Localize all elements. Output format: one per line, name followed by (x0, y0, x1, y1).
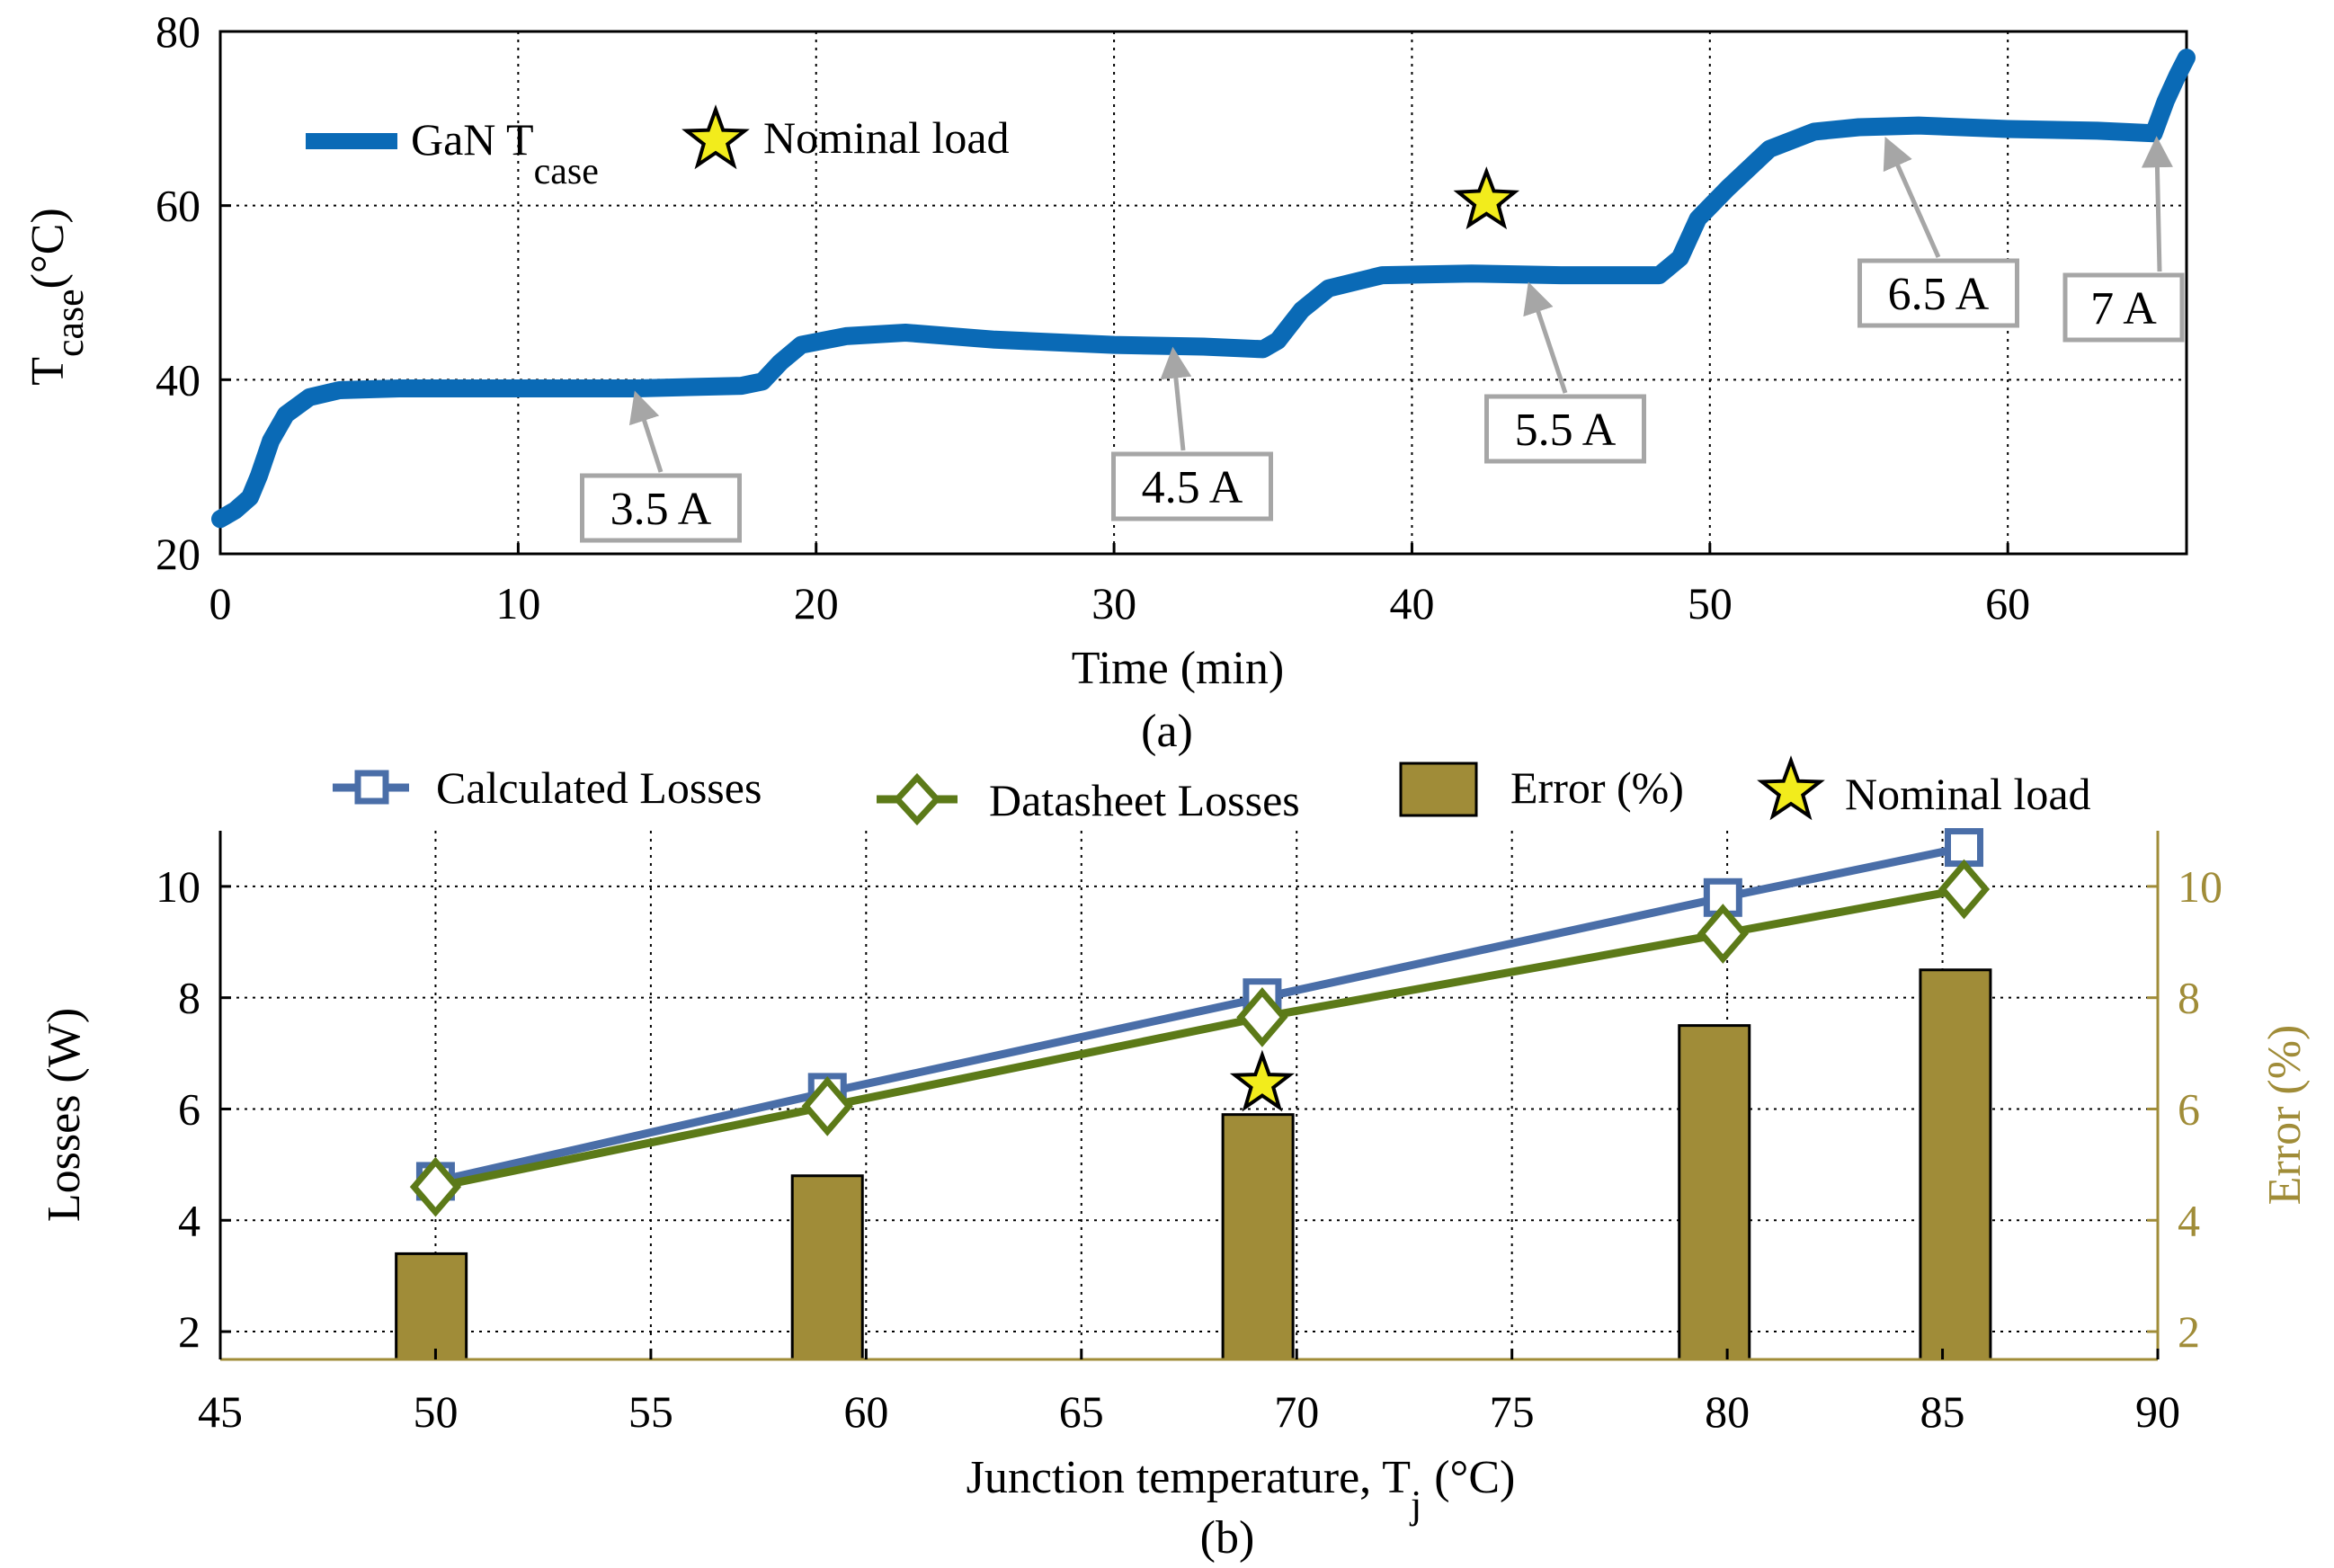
chart-a-legend: GaN Tcase Nominal load (306, 104, 1010, 192)
chart-b-x-tick-label: 70 (1274, 1386, 1319, 1437)
chart-b-x-tick-label: 85 (1920, 1386, 1965, 1437)
chart-a-plot-frame (218, 30, 2188, 556)
legend-nominal-load-label: Nominal load (763, 112, 1010, 163)
error-bar (1221, 1113, 1295, 1361)
callout-label: 4.5 A (1142, 462, 1243, 513)
callout-box (1111, 451, 1273, 521)
legend-calculated-losses-label: Calculated Losses (436, 762, 762, 813)
chart-a-x-tick-label: 40 (1389, 578, 1434, 628)
datasheet-losses-point (1697, 904, 1749, 964)
chart-a-x-tick-label: 30 (1091, 578, 1136, 628)
chart-b-x-tick-label: 55 (628, 1386, 673, 1437)
chart-a-x-axis-label: Time (min) (1072, 643, 1284, 694)
chart-a-y-axis-label: Tcase(°C) (22, 208, 92, 386)
chart-a-y-tick-label: 80 (156, 6, 200, 57)
chart-a-y-tick-label: 60 (156, 181, 200, 231)
callout-arrow (1883, 137, 1941, 259)
legend-nominal-load-star-icon (681, 104, 750, 170)
chart-b-y-axis-label: Losses (W) (39, 1008, 90, 1222)
chart-b-x-tick-label: 60 (843, 1386, 888, 1437)
callout-arrow (628, 390, 664, 473)
callout-label: 5.5 A (1515, 405, 1617, 456)
chart-b-y-ticks: 2 4 6 8 10 (156, 861, 231, 1357)
callout-label: 6.5 A (1888, 269, 1990, 320)
chart-b-x-ticks: 45 50 55 60 65 70 75 80 85 90 (198, 1349, 2180, 1437)
chart-b-x-axis-label: Junction temperature, Tj(°C) (967, 1452, 1516, 1527)
chart-b-x-tick-label: 80 (1705, 1386, 1750, 1437)
legend-nominal-load-star-icon (1757, 755, 1825, 821)
chart-b-y-tick-label: 2 (178, 1306, 200, 1357)
chart-a: 0 10 20 30 40 50 60 20 40 60 80 3.5 A 4.5 A 5.5 A 6.… (22, 6, 2196, 757)
chart-a-x-tick-label: 60 (1985, 578, 2030, 628)
chart-a-y-ticks: 20 40 60 80 (156, 6, 231, 579)
chart-b-y-tick-label: 4 (178, 1195, 200, 1245)
chart-b-right-y-axis-label: Error (%) (2259, 1025, 2311, 1206)
legend-datasheet-losses-diamond-icon (893, 772, 941, 826)
chart-b-x-tick-label: 65 (1059, 1386, 1104, 1437)
callout-box (1484, 394, 1646, 464)
legend-nominal-load-label-b: Nominal load (1845, 769, 2091, 819)
chart-a-x-tick-label: 0 (209, 578, 232, 628)
error-bar (395, 1252, 468, 1361)
error-bar (790, 1174, 864, 1361)
chart-a-x-tick-label: 20 (794, 578, 839, 628)
chart-b-right-y-ticks: 2 4 6 8 10 (2147, 861, 2223, 1357)
callout-box (1857, 258, 2019, 328)
gan-tcase-line (211, 49, 2196, 529)
chart-a-x-tick-label: 50 (1688, 578, 1733, 628)
datasheet-losses-point (801, 1076, 853, 1136)
chart-a-y-tick-label: 40 (156, 354, 200, 405)
chart-a-series (211, 49, 2196, 529)
callout-arrow (1160, 346, 1192, 451)
chart-b-right-y-tick-label: 6 (2178, 1083, 2200, 1134)
chart-b-y-tick-label: 8 (178, 973, 200, 1023)
chart-b-right-y-tick-label: 2 (2178, 1306, 2200, 1357)
callout-box (2062, 272, 2185, 343)
chart-b-caption: (b) (1200, 1512, 1255, 1564)
legend-datasheet-losses-label: Datasheet Losses (989, 775, 1300, 825)
nominal-load-star-b (1229, 1049, 1295, 1112)
chart-b-y-tick-label: 6 (178, 1083, 200, 1134)
legend-error-swatch (1399, 762, 1478, 817)
chart-a-annotations: 3.5 A 4.5 A 5.5 A 6.5 A 7 A (580, 136, 2185, 543)
callout-box (580, 473, 742, 543)
chart-b-right-y-tick-label: 8 (2178, 973, 2200, 1023)
callout-arrow (2141, 136, 2173, 272)
datasheet-losses-point (1236, 986, 1288, 1047)
chart-b-y-tick-label: 10 (156, 861, 200, 912)
chart-b: 45 50 55 60 65 70 75 80 85 90 2 4 6 8 10 2 4 6 8 10 Calcu… (39, 755, 2311, 1564)
chart-b-loss-lines (409, 828, 1991, 1217)
chart-b-legend: Calculated Losses Datasheet Losses Error… (333, 755, 2091, 826)
legend-calculated-losses-square-icon (354, 770, 389, 805)
callout-label: 7 A (2090, 283, 2157, 334)
chart-b-error-bars (395, 968, 1992, 1361)
chart-a-x-tick-label: 10 (495, 578, 540, 628)
chart-b-x-tick-label: 50 (413, 1386, 458, 1437)
nominal-load-star-a (1453, 166, 1520, 230)
chart-b-right-y-tick-label: 10 (2178, 861, 2223, 912)
error-bar (1919, 968, 1992, 1361)
calculated-losses-point (1945, 828, 1983, 868)
datasheet-losses-point (409, 1156, 462, 1217)
chart-b-x-tick-label: 45 (198, 1386, 243, 1437)
chart-b-x-tick-label: 75 (1490, 1386, 1535, 1437)
legend-gan-tcase-label: GaN Tcase (411, 114, 599, 192)
error-bar (1678, 1024, 1751, 1361)
chart-b-x-tick-label: 90 (2135, 1386, 2180, 1437)
chart-a-caption: (a) (1141, 706, 1193, 757)
callout-arrow (1523, 281, 1568, 394)
chart-a-x-ticks: 0 10 20 30 40 50 60 (209, 543, 2030, 628)
callout-label: 3.5 A (610, 484, 712, 535)
legend-error-label: Error (%) (1510, 762, 1684, 813)
chart-b-right-y-tick-label: 4 (2178, 1195, 2200, 1245)
datasheet-losses-point (1938, 859, 1991, 920)
chart-a-y-tick-label: 20 (156, 529, 200, 579)
